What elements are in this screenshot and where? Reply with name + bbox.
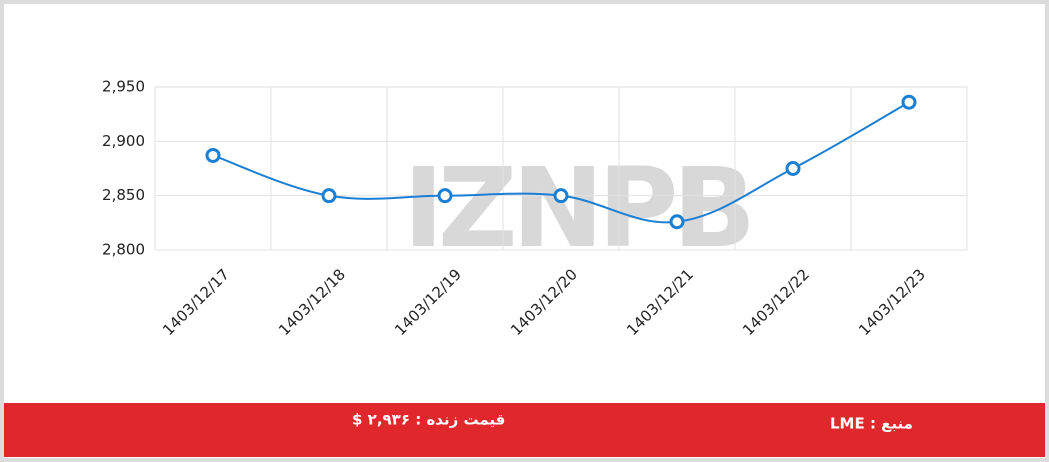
point — [205, 147, 221, 163]
watermark: IZNPB — [403, 144, 750, 272]
point — [785, 161, 801, 176]
point — [437, 188, 453, 204]
live-price: قیمت زنده : ۲,۹۳۶ $ — [352, 411, 505, 429]
source: منبع : LME — [830, 415, 913, 433]
point — [669, 214, 685, 230]
card — [4, 4, 1045, 458]
point — [553, 188, 569, 204]
footer-bar — [4, 403, 1045, 457]
point — [321, 188, 337, 204]
y-tick-label: 2,850 — [102, 186, 145, 204]
y-tick-label: 2,900 — [102, 132, 145, 150]
point — [901, 94, 917, 110]
y-tick-label: 2,800 — [102, 241, 145, 259]
y-tick-label: 2,950 — [102, 78, 145, 96]
